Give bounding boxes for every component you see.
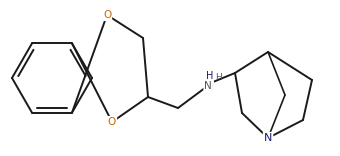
Text: O: O: [103, 10, 111, 20]
Text: N: N: [204, 81, 212, 91]
Text: H: H: [215, 73, 222, 82]
Text: O: O: [108, 117, 116, 127]
Text: N: N: [264, 133, 272, 143]
Text: H
N: H N: [206, 71, 213, 93]
